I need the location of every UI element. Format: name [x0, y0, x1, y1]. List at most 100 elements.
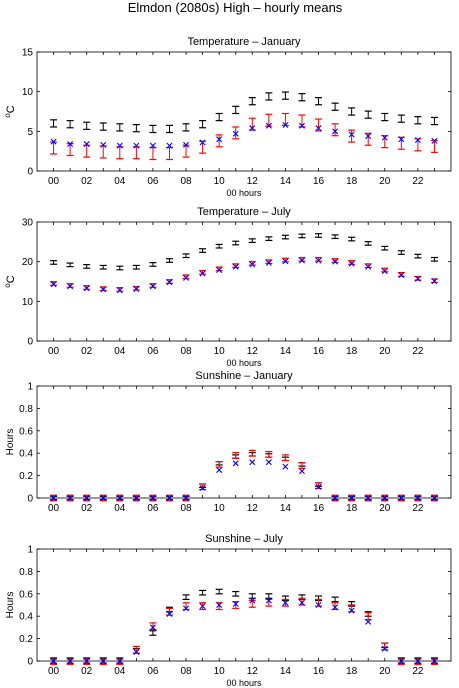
y-axis-label-unit: C — [5, 105, 17, 113]
x-tick-label: 16 — [313, 666, 325, 677]
errorbar-point — [182, 594, 190, 601]
x-tick-label: 18 — [346, 346, 358, 357]
x-marker-point — [183, 141, 190, 148]
series-black — [50, 588, 438, 664]
errorbar-point — [215, 134, 223, 148]
x-tick-label: 20 — [379, 666, 391, 677]
y-axis-label: Hours — [5, 592, 16, 619]
errorbar-point — [364, 110, 372, 119]
chart-title: Temperature – July — [197, 206, 291, 218]
x-marker-point — [149, 624, 156, 631]
x-marker-point — [414, 495, 421, 501]
y-tick-label: 15 — [22, 48, 34, 59]
errorbar-point — [381, 245, 389, 251]
x-marker-point — [83, 285, 90, 292]
x-marker-point — [332, 258, 339, 265]
y-axis-label: Hours — [5, 429, 16, 456]
errorbar-point — [265, 113, 273, 127]
x-tick-label: 02 — [81, 176, 93, 187]
x-marker-point — [100, 141, 107, 148]
x-marker-point — [216, 467, 223, 473]
y-tick-label: 0.2 — [19, 471, 33, 482]
x-tick-label: 08 — [180, 176, 192, 187]
x-marker-point — [149, 495, 156, 501]
x-tick-label: 18 — [346, 176, 358, 187]
x-marker-point — [50, 658, 57, 664]
x-marker-point — [381, 645, 388, 652]
x-tick-label: 04 — [114, 346, 126, 357]
x-marker-point — [381, 134, 388, 141]
errorbar-point — [149, 262, 157, 267]
series-blue — [50, 121, 438, 149]
x-marker-point — [381, 268, 388, 275]
x-marker-point — [348, 260, 355, 267]
x-tick-label: 20 — [379, 503, 391, 514]
x-marker-point — [381, 495, 388, 501]
errorbar-point — [83, 121, 91, 130]
x-tick-label: 14 — [280, 666, 292, 677]
x-marker-point — [414, 658, 421, 664]
x-marker-point — [149, 142, 156, 149]
x-marker-point — [249, 125, 256, 132]
x-marker-point — [67, 658, 74, 664]
y-tick-label: 0 — [27, 494, 33, 505]
x-tick-label: 06 — [147, 176, 159, 187]
y-tick-label: 0.8 — [19, 567, 33, 578]
x-marker-point — [100, 495, 107, 501]
errorbar-point — [165, 146, 173, 161]
errorbar-point — [149, 146, 157, 161]
x-tick-label: 06 — [147, 666, 159, 677]
errorbar-point — [199, 120, 207, 129]
x-tick-label: 04 — [114, 666, 126, 677]
errorbar-point — [331, 102, 339, 111]
x-marker-point — [216, 602, 223, 608]
x-marker-point — [348, 131, 355, 138]
x-marker-point — [348, 495, 355, 501]
x-marker-point — [315, 125, 322, 132]
errorbar-point — [315, 97, 323, 106]
errorbar-point — [232, 126, 240, 140]
x-tick-label: 10 — [214, 666, 226, 677]
errorbar-point — [50, 119, 58, 128]
errorbar-point — [397, 250, 405, 255]
x-tick-label: 12 — [247, 666, 259, 677]
y-axis-label: oC — [3, 275, 17, 287]
errorbar-point — [331, 234, 339, 240]
errorbar-point — [116, 123, 124, 132]
errorbar-point — [348, 236, 356, 242]
plot-frame — [36, 221, 452, 342]
x-tick-label: 10 — [214, 176, 226, 187]
x-tick-label: 22 — [412, 346, 424, 357]
x-marker-point — [133, 495, 140, 501]
x-marker-point — [298, 599, 305, 606]
series-red — [50, 256, 438, 292]
x-tick-label: 18 — [346, 503, 358, 514]
errorbar-point — [331, 602, 339, 611]
y-tick-label: 0.2 — [19, 634, 33, 645]
x-tick-label: 16 — [313, 176, 325, 187]
errorbar-point — [165, 124, 173, 134]
errorbar-point — [83, 264, 91, 269]
errorbar-point — [315, 233, 323, 238]
x-marker-point — [166, 142, 173, 149]
x-marker-point — [199, 270, 206, 277]
x-marker-point — [414, 137, 421, 144]
errorbar-point — [132, 146, 140, 160]
x-marker-point — [265, 122, 272, 129]
y-tick-label: 0 — [27, 337, 33, 348]
errorbar-point — [248, 449, 256, 457]
errorbar-point — [116, 265, 124, 271]
x-tick-label: 06 — [147, 503, 159, 514]
chart-title: Sunshine – July — [205, 533, 283, 545]
series-blue — [50, 257, 438, 294]
series-blue — [50, 597, 438, 664]
errorbar-point — [149, 124, 157, 134]
y-tick-label: 0.8 — [19, 404, 33, 415]
x-marker-point — [216, 136, 223, 143]
errorbar-point — [232, 240, 240, 246]
x-marker-point — [83, 658, 90, 664]
x-axis-label: 00 hours — [226, 358, 262, 368]
errorbar-point — [232, 601, 240, 609]
chart-panel-4: Sunshine – July 0 0.2 0.4 0.6 0.8 1 00 02 04 06 08 1… — [5, 533, 452, 688]
x-tick-label: 18 — [346, 666, 358, 677]
